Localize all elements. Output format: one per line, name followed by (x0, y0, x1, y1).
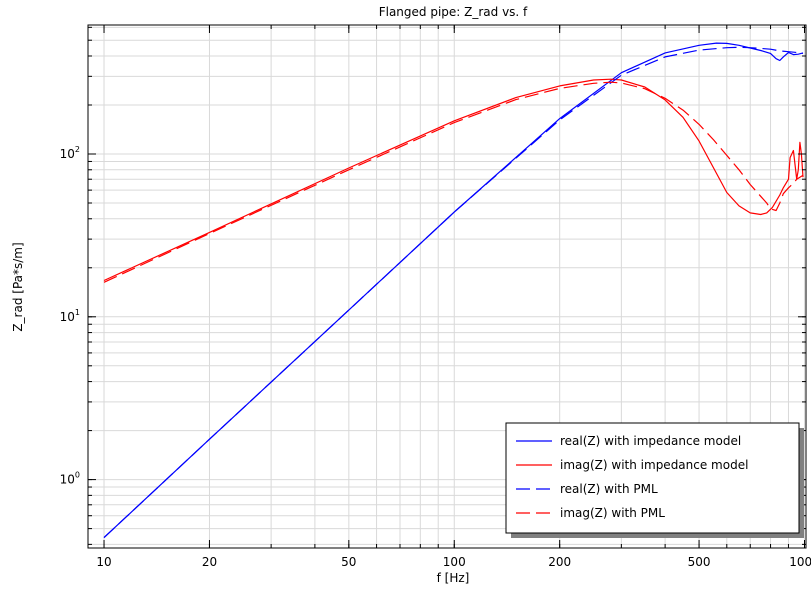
legend-label-2: imag(Z) with impedance model (560, 458, 748, 472)
x-tick-label: 500 (688, 555, 711, 569)
legend-label-1: real(Z) with impedance model (560, 434, 741, 448)
plot-lines (103, 42, 804, 539)
chart-title: Flanged pipe: Z_rad vs. f (379, 5, 528, 19)
x-tick-label: 100 (443, 555, 466, 569)
series-line-4 (103, 81, 804, 283)
x-tick-label: 200 (548, 555, 571, 569)
x-tick-label: 50 (341, 555, 356, 569)
x-tick-label: 10 (96, 555, 111, 569)
y-tick-label: 101 (60, 308, 80, 324)
plot-frame (87, 24, 807, 549)
y-tick-label: 102 (60, 145, 80, 161)
legend-label-3: real(Z) with PML (560, 482, 658, 496)
x-tick-label: 1000 (789, 555, 811, 569)
series-line-2 (103, 78, 804, 282)
y-axis-label: Z_rad [Pa*s/m] (11, 242, 25, 331)
y-tick-label: 100 (60, 471, 80, 487)
legend-label-4: imag(Z) with PML (560, 506, 665, 520)
x-tick-label: 20 (202, 555, 217, 569)
axis-ticks: 10 20 50 100 200 500 1000 100 101 102 (60, 25, 811, 569)
series-line-3 (103, 46, 804, 539)
legend: real(Z) with impedance model imag(Z) with… (505, 422, 804, 538)
x-axis-label: f [Hz] (437, 571, 470, 585)
legend-box (505, 422, 800, 534)
